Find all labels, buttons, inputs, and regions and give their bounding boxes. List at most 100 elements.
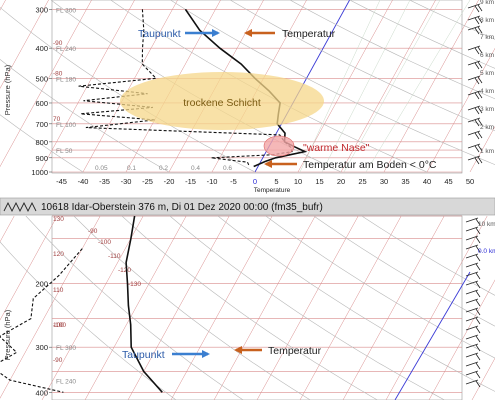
height-km-label: 2 km bbox=[480, 124, 494, 131]
lower-wind-barbs bbox=[465, 217, 481, 388]
wind-barb bbox=[467, 75, 481, 81]
wind-barb-feather bbox=[475, 263, 481, 271]
moist-adiabat bbox=[365, 0, 471, 173]
dry-layer-label: trockene Schicht bbox=[183, 97, 261, 109]
isotherm-line bbox=[127, 215, 230, 400]
wind-barb bbox=[465, 253, 479, 259]
moist-adiabat bbox=[343, 0, 441, 173]
wind-barb bbox=[465, 325, 479, 331]
flight-level-label: FL 300 bbox=[56, 345, 76, 352]
isotherm-inner-label: -100 bbox=[53, 322, 66, 329]
upper-x-tick-label: 0 bbox=[253, 177, 257, 186]
upper-y-tick-label: 500 bbox=[35, 74, 48, 83]
title-bar-background bbox=[0, 197, 495, 216]
ground-temp-label: Temperatur am Boden < 0°C bbox=[303, 159, 437, 171]
zero-isotherm bbox=[394, 271, 471, 400]
dry-adiabat bbox=[265, 215, 495, 359]
isotherm-line bbox=[385, 215, 488, 400]
lower-top-label: 110 bbox=[53, 287, 64, 294]
wind-barb-feather bbox=[475, 344, 481, 352]
isotherm-line bbox=[342, 215, 445, 400]
upper-x-tick-label: 15 bbox=[315, 177, 323, 186]
wind-barb bbox=[467, 90, 481, 96]
upper-x-tick-label: 50 bbox=[466, 177, 474, 186]
wind-barb-feather bbox=[474, 119, 480, 127]
isotherm-inner-label: -120 bbox=[118, 267, 131, 274]
isotherm-inner-label: -110 bbox=[108, 253, 121, 260]
isotherm-line bbox=[0, 215, 15, 243]
lower-y-ticks: 200 300 400 bbox=[35, 280, 52, 397]
wind-barb bbox=[465, 316, 479, 322]
upper-panel: FL 300 FL 240 FL 180 FL 100 FL 50 -90 -80 70 0.0… bbox=[0, 0, 495, 194]
height-km-label: 9 km bbox=[480, 0, 494, 6]
upper-height-labels: 9 km 8 km 7 km 6 km 5 km 4 km 3 km 2 km 1 km bbox=[480, 0, 494, 155]
wind-barb-feather bbox=[474, 77, 480, 85]
isotherm-inner-label: -130 bbox=[128, 281, 141, 288]
height-km-label: 5 km bbox=[480, 70, 494, 77]
wind-barb bbox=[465, 334, 479, 340]
upper-y-tick-label: 600 bbox=[35, 99, 48, 108]
wind-barb bbox=[465, 226, 479, 232]
wind-barb-feather bbox=[477, 61, 483, 69]
upper-x-tick-label: -30 bbox=[121, 177, 132, 186]
lower-top-label: 100 bbox=[53, 322, 64, 329]
wind-barb bbox=[465, 343, 479, 349]
wind-barb-feather bbox=[477, 144, 483, 152]
upper-x-tick-label: -15 bbox=[185, 177, 196, 186]
upper-x-tick-label: -45 bbox=[56, 177, 67, 186]
lower-top-label: 120 bbox=[53, 251, 64, 258]
dry-adiabat bbox=[170, 0, 495, 165]
wind-barb-feather bbox=[475, 353, 481, 361]
dry-adiabat bbox=[289, 0, 495, 100]
dry-adiabat bbox=[313, 215, 495, 327]
dry-adiabat bbox=[25, 215, 244, 400]
lower-dewpoint-label: Taupunkt bbox=[122, 349, 165, 361]
upper-x-tick-label: 45 bbox=[444, 177, 452, 186]
dry-layer-highlight bbox=[120, 72, 324, 130]
height-km-label: 1 km bbox=[480, 148, 494, 155]
wind-barb bbox=[465, 244, 479, 250]
wind-barb-feather bbox=[477, 118, 483, 126]
wind-barb-feather bbox=[474, 92, 480, 100]
isotherm-line bbox=[256, 215, 359, 400]
upper-y-tick-label: 900 bbox=[35, 154, 48, 163]
upper-x-tick-label: -10 bbox=[207, 177, 218, 186]
height-km-label: 8 km bbox=[480, 17, 494, 24]
lower-profile-lines bbox=[0, 215, 163, 393]
isotherm-line bbox=[82, 0, 178, 173]
wind-barb-feather bbox=[475, 299, 481, 307]
upper-x-tick-label: 5 bbox=[274, 177, 278, 186]
wind-barb bbox=[465, 379, 479, 385]
dry-adiabat bbox=[361, 215, 495, 296]
wind-barb-feather bbox=[477, 106, 483, 114]
wind-barb-feather bbox=[477, 76, 483, 84]
wind-barb-feather bbox=[474, 17, 480, 25]
dry-adiabat bbox=[0, 114, 84, 173]
wind-barb-feather bbox=[477, 91, 483, 99]
upper-temperature-label: Temperatur bbox=[282, 28, 336, 40]
wind-barb-feather bbox=[474, 62, 480, 70]
wind-barb bbox=[465, 235, 479, 241]
isotherm-line bbox=[170, 215, 273, 400]
upper-y-tick-label: 400 bbox=[35, 44, 48, 53]
wind-barb bbox=[465, 280, 479, 286]
upper-dewpoint-label: Taupunkt bbox=[138, 28, 181, 40]
flight-level-label: FL 180 bbox=[56, 76, 76, 83]
lower-top-label: 130 bbox=[53, 216, 64, 223]
isotherm-line bbox=[297, 0, 393, 173]
isotherm-line bbox=[0, 215, 58, 321]
moist-adiabat bbox=[321, 0, 411, 173]
upper-wind-barbs bbox=[467, 3, 483, 165]
wind-barb bbox=[467, 15, 481, 21]
wind-barb-feather bbox=[475, 371, 481, 379]
wind-barb-feather bbox=[474, 27, 480, 35]
wind-barb-feather bbox=[475, 290, 481, 298]
moist-adiabat bbox=[299, 0, 381, 173]
flight-level-label: FL 240 bbox=[56, 46, 76, 53]
wind-barb-feather bbox=[477, 131, 483, 139]
warm-nose-label: "warme Nase" bbox=[303, 142, 370, 154]
wind-barb-feather bbox=[475, 362, 481, 370]
wind-barb bbox=[465, 352, 479, 358]
upper-y-ticks: 300 400 500 600 700 800 900 1000 bbox=[31, 5, 52, 177]
